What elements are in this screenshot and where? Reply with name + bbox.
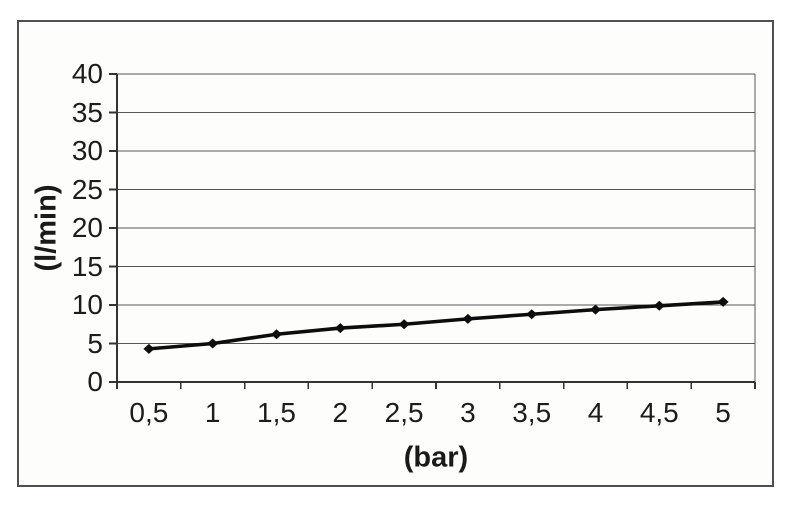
data-point-marker	[462, 313, 474, 324]
y-tick-label: 40	[71, 58, 103, 89]
y-tick-label: 25	[71, 173, 103, 205]
data-point-marker	[398, 319, 410, 330]
x-tick-label: 4	[587, 397, 604, 428]
chart-frame	[17, 20, 774, 487]
data-point-marker	[653, 300, 665, 311]
x-tick-label: 0,5	[129, 397, 169, 428]
x-axis-title: (bar)	[403, 441, 469, 474]
y-tick-label: 0	[87, 366, 103, 397]
data-point-marker	[271, 329, 282, 340]
data-point-marker	[207, 338, 219, 349]
x-tick-label: 2,5	[384, 397, 424, 428]
x-tick-label: 3	[460, 397, 476, 428]
y-tick-label: 10	[71, 289, 103, 320]
x-tick-label: 5	[715, 397, 731, 428]
x-tick-label: 4,5	[639, 397, 679, 428]
y-tick-label: 30	[71, 135, 103, 166]
series-line	[147, 300, 725, 351]
data-point-marker	[717, 296, 729, 307]
data-point-marker	[526, 309, 538, 320]
x-tick-label: 3,5	[512, 397, 552, 428]
x-tick-label: 1,5	[257, 397, 296, 428]
data-point-marker	[590, 304, 601, 315]
x-tick-label: 2	[332, 397, 349, 428]
data-point-marker	[334, 323, 346, 334]
data-point-marker	[143, 343, 155, 354]
y-tick-label: 35	[71, 96, 103, 128]
x-tick-label: 1	[204, 397, 221, 428]
y-tick-label: 15	[71, 250, 103, 282]
y-tick-label: 20	[71, 212, 103, 243]
y-tick-label: 5	[87, 327, 103, 359]
